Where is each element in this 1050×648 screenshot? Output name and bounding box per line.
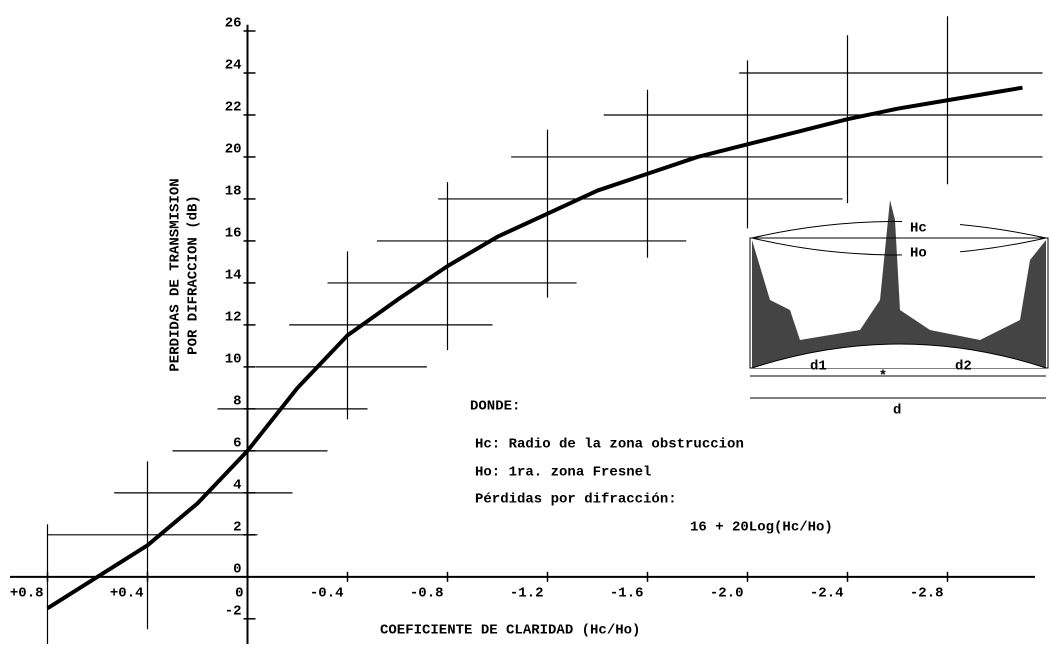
y-axis-title: POR DIFRACCION (dB) [186, 195, 202, 355]
x-tick-label: -2.4 [810, 586, 844, 602]
x-tick-label: +0.4 [110, 586, 144, 602]
x-tick-label: -0.4 [310, 586, 344, 602]
x-tick-label: -2.8 [910, 586, 944, 602]
y-tick-label: 26 [225, 16, 242, 32]
y-tick-label: -2 [225, 604, 242, 620]
diagram-label: d1 [810, 359, 827, 375]
diagram-label: d [893, 403, 901, 419]
x-tick-label: -0.8 [410, 586, 444, 602]
x-tick-label: -2.0 [710, 586, 744, 602]
y-tick-label: 2 [233, 520, 241, 536]
diagram-label: Hc [910, 221, 927, 237]
y-tick-label: 0 [233, 562, 241, 578]
diagram-label: d2 [955, 359, 972, 375]
diagram-marker: * [879, 369, 887, 385]
y-tick-label: 4 [233, 478, 241, 494]
x-axis-title: COEFICIENTE DE CLARIDAD (Hc/Ho) [380, 623, 640, 639]
x-tick-label: -1.2 [510, 586, 544, 602]
y-axis-title: PERDIDAS DE TRANSMISION [168, 178, 184, 371]
y-tick-label: 22 [225, 100, 242, 116]
label-box [902, 246, 960, 260]
diagram-label: Ho [910, 246, 927, 262]
label-box [902, 220, 960, 234]
terrain [752, 200, 1046, 368]
earth-curve [751, 343, 1047, 369]
x-tick-label: +0.8 [10, 586, 44, 602]
y-tick-label: 18 [225, 184, 242, 200]
annotation: Hc: Radio de la zona obstruccion [475, 437, 744, 453]
x-tick-label: -1.6 [610, 586, 644, 602]
y-tick-label: 10 [225, 352, 242, 368]
data-line [46, 85, 1023, 611]
y-tick-label: 12 [225, 310, 242, 326]
x-tick-label: 0 [235, 586, 243, 602]
y-tick-label: 24 [225, 58, 242, 74]
y-tick-label: 14 [225, 268, 242, 284]
y-tick-label: 20 [225, 142, 242, 158]
y-tick-label: 8 [233, 394, 241, 410]
y-tick-label: 16 [225, 226, 242, 242]
path-profile-diagram: Hc Ho d1 d2 * d [749, 200, 1049, 419]
annotation: 16 + 20Log(Hc/Ho) [690, 520, 833, 536]
annotation-title: DONDE: [470, 399, 520, 415]
annotation: Pérdidas por difracción: [475, 492, 677, 508]
y-tick-label: 6 [233, 436, 241, 452]
annotation: Ho: 1ra. zona Fresnel [475, 465, 651, 481]
